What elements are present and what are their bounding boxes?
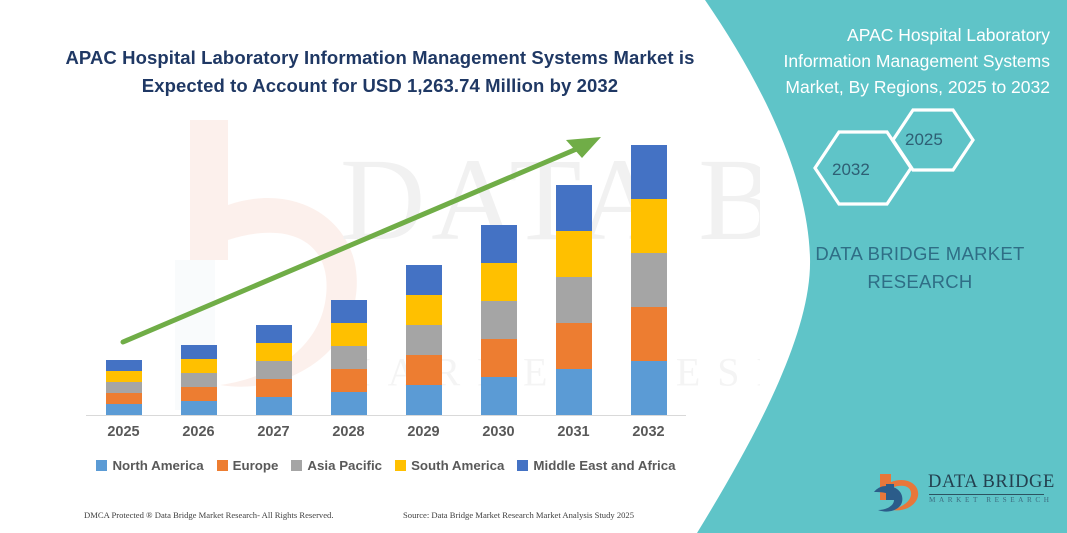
bar-segment	[630, 253, 667, 307]
bar-segment	[330, 323, 367, 346]
legend-label: North America	[112, 458, 204, 473]
bar-segment	[255, 397, 292, 415]
chart-legend: North America Europe Asia Pacific South Ame…	[86, 458, 686, 473]
bar-slot	[536, 120, 611, 415]
bar-slot	[161, 120, 236, 415]
footer-copyright: DMCA Protected ® Data Bridge Market Rese…	[84, 510, 334, 520]
x-axis-labels: 2025 2026 2027 2028 2029 2030 2031 2032	[86, 424, 686, 440]
bar-slot	[236, 120, 311, 415]
legend-item[interactable]: North America	[96, 458, 204, 473]
bar-segment	[555, 277, 592, 323]
legend-swatch-icon	[216, 460, 228, 471]
bar-slot	[611, 120, 686, 415]
bar-segment	[330, 369, 367, 392]
stacked-bar	[330, 300, 367, 415]
bar-segment	[630, 199, 667, 253]
x-axis-line	[86, 415, 686, 416]
bar-segment	[405, 355, 442, 385]
bar-segment	[330, 300, 367, 323]
bar-segment	[180, 345, 217, 359]
x-axis-tick-label: 2030	[482, 424, 515, 440]
data-bridge-mark-icon	[874, 474, 919, 512]
chart-bars	[86, 120, 686, 415]
stacked-bar	[255, 325, 292, 415]
legend-swatch-icon	[395, 460, 407, 471]
legend-label: Middle East and Africa	[533, 458, 676, 473]
bar-slot	[311, 120, 386, 415]
bar-segment	[180, 387, 217, 401]
x-axis-tick-label: 2029	[407, 424, 440, 440]
bar-segment	[180, 359, 217, 373]
stacked-bar	[480, 225, 517, 415]
bar-segment	[105, 404, 142, 415]
logo-name: DATA BRIDGE	[928, 472, 1055, 492]
stacked-bar	[555, 185, 592, 415]
legend-swatch-icon	[291, 460, 303, 471]
legend-item[interactable]: Asia Pacific	[291, 458, 382, 473]
bar-segment	[630, 307, 667, 361]
bar-segment	[480, 377, 517, 415]
bar-segment	[405, 295, 442, 325]
bar-segment	[555, 369, 592, 415]
x-axis-tick-label: 2028	[332, 424, 365, 440]
bar-segment	[105, 382, 142, 393]
bar-segment	[180, 401, 217, 415]
bar-segment	[480, 301, 517, 339]
bar-segment	[330, 392, 367, 415]
bar-segment	[255, 379, 292, 397]
hexagon-2025-icon	[891, 108, 975, 172]
stacked-bar-chart	[86, 120, 686, 416]
hexagon-2025-label: 2025	[905, 130, 943, 149]
bar-segment	[630, 145, 667, 199]
bar-segment	[180, 373, 217, 387]
bar-segment	[255, 325, 292, 343]
legend-label: Europe	[232, 458, 279, 473]
bar-segment	[405, 385, 442, 415]
bar-segment	[255, 361, 292, 379]
panel-brand-text: DATA BRIDGE MARKET RESEARCH	[815, 243, 1025, 292]
bar-segment	[480, 225, 517, 263]
bar-segment	[555, 231, 592, 277]
bar-segment	[105, 360, 142, 371]
logo-tagline: MARKET RESEARCH	[929, 496, 1053, 504]
page-title: APAC Hospital Laboratory Information Man…	[65, 47, 695, 96]
hexagon-group: 2032 2025	[795, 108, 995, 208]
bar-segment	[255, 343, 292, 361]
legend-item[interactable]: Middle East and Africa	[517, 458, 676, 473]
bar-segment	[105, 371, 142, 382]
bar-segment	[105, 393, 142, 404]
bar-segment	[630, 361, 667, 415]
legend-swatch-icon	[96, 460, 108, 471]
footer-source: Source: Data Bridge Market Research Mark…	[403, 510, 635, 520]
bar-segment	[555, 323, 592, 369]
hexagon-2032-label: 2032	[832, 160, 870, 179]
legend-label: South America	[411, 458, 505, 473]
stacked-bar	[405, 265, 442, 415]
x-axis-tick-label: 2032	[632, 424, 665, 440]
legend-item[interactable]: Europe	[216, 458, 279, 473]
bar-slot	[461, 120, 536, 415]
bar-segment	[480, 263, 517, 301]
x-axis-tick-label: 2026	[182, 424, 215, 440]
x-axis-tick-label: 2031	[557, 424, 590, 440]
stacked-bar	[630, 145, 667, 415]
bar-segment	[405, 325, 442, 355]
stacked-bar	[180, 345, 217, 415]
x-axis-tick-label: 2027	[257, 424, 290, 440]
bar-segment	[330, 346, 367, 369]
legend-swatch-icon	[517, 460, 529, 471]
legend-label: Asia Pacific	[307, 458, 383, 473]
stacked-bar	[105, 360, 142, 415]
x-axis-tick-label: 2025	[107, 424, 140, 440]
legend-item[interactable]: South America	[395, 458, 504, 473]
data-bridge-logo: DATA BRIDGE MARKET RESEARCH	[872, 470, 1055, 518]
bar-segment	[480, 339, 517, 377]
bar-segment	[555, 185, 592, 231]
panel-title: APAC Hospital Laboratory Information Man…	[783, 25, 1050, 97]
bar-slot	[86, 120, 161, 415]
bar-segment	[405, 265, 442, 295]
bar-slot	[386, 120, 461, 415]
logo-rule	[929, 494, 1044, 495]
